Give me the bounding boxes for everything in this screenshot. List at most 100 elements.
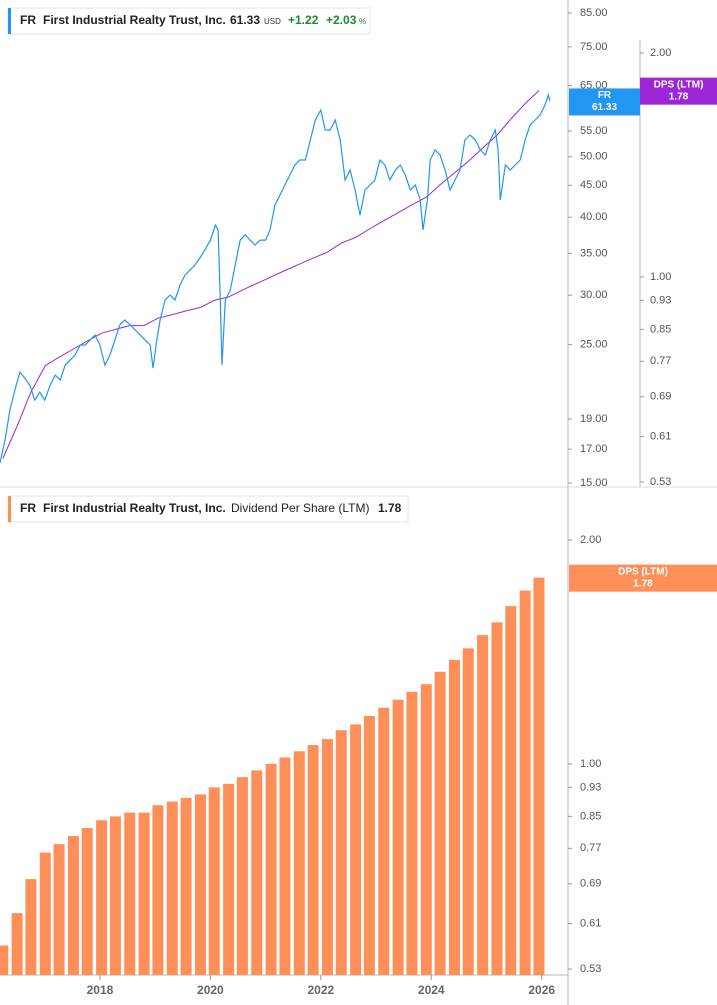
legend-value: 1.78 xyxy=(378,501,402,515)
y-tick-label: 15.00 xyxy=(580,477,608,489)
bar xyxy=(477,635,489,975)
y-tick-label: 19.00 xyxy=(580,413,608,425)
bar xyxy=(378,707,390,975)
y-tick-label: 0.77 xyxy=(650,355,671,367)
bar xyxy=(505,606,517,975)
bar xyxy=(533,577,545,975)
bar xyxy=(166,801,178,975)
legend-price: 61.33 xyxy=(230,13,260,27)
bar xyxy=(265,763,277,975)
bar xyxy=(491,622,503,975)
bar xyxy=(307,745,319,975)
y-tick-label: 0.69 xyxy=(650,391,671,403)
x-tick-label: 2018 xyxy=(87,983,114,997)
legend-box xyxy=(7,495,409,523)
legend-currency: USD xyxy=(264,17,281,26)
bar xyxy=(223,783,235,975)
legend-change: +1.22 xyxy=(288,13,319,27)
bar xyxy=(236,777,248,975)
bar xyxy=(321,739,333,975)
y-tick-label: 75.00 xyxy=(580,41,608,53)
y-tick-label: 1.00 xyxy=(580,758,601,770)
bar xyxy=(350,724,362,975)
bar xyxy=(363,715,375,975)
y-tick-label: 85.00 xyxy=(580,7,608,19)
x-tick-label: 2026 xyxy=(528,983,555,997)
y-tick-label: 0.93 xyxy=(650,294,671,306)
y-tick-label: 45.00 xyxy=(580,179,608,191)
bar xyxy=(293,751,305,975)
legend-box xyxy=(7,7,371,35)
legend-title: Dividend Per Share (LTM) xyxy=(231,501,370,515)
bar xyxy=(335,730,347,975)
y-tick-label: 55.00 xyxy=(580,125,608,137)
bar xyxy=(180,797,192,975)
y-tick-label: 17.00 xyxy=(580,443,608,455)
legend-symbol: FR xyxy=(20,13,36,27)
last-value-name: DPS (LTM) xyxy=(618,566,668,577)
legend-company: First Industrial Realty Trust, Inc. xyxy=(43,13,226,27)
bar xyxy=(448,659,460,975)
legend-company: First Industrial Realty Trust, Inc. xyxy=(43,501,226,515)
last-value-box xyxy=(569,564,717,592)
last-value-box xyxy=(569,88,640,116)
line-series xyxy=(2,90,540,459)
last-value-name: DPS (LTM) xyxy=(654,79,704,90)
bar xyxy=(124,812,136,975)
bar xyxy=(81,828,93,975)
bar xyxy=(251,770,263,975)
y-tick-label: 0.85 xyxy=(650,323,671,335)
bar xyxy=(434,671,446,975)
legend-swatch xyxy=(8,496,11,522)
x-tick-label: 2024 xyxy=(418,983,445,997)
bar xyxy=(194,794,206,975)
y-tick-label: 0.53 xyxy=(650,476,671,488)
legend-change-unit: % xyxy=(359,17,366,26)
x-tick-label: 2020 xyxy=(197,983,224,997)
y-tick-label: 40.00 xyxy=(580,211,608,223)
bar xyxy=(109,816,121,975)
bar xyxy=(25,879,37,975)
plot-area xyxy=(0,90,551,975)
y-tick-label: 50.00 xyxy=(580,151,608,163)
y-tick-label: 0.77 xyxy=(580,842,601,854)
dps-legend: FR First Industrial Realty Trust, Inc. D… xyxy=(7,495,409,523)
y-tick-label: 0.61 xyxy=(580,917,601,929)
bar xyxy=(53,844,65,975)
y-tick-label: 0.85 xyxy=(580,810,601,822)
last-value: 1.78 xyxy=(633,578,653,589)
bar xyxy=(67,835,79,975)
y-tick-label: 0.93 xyxy=(580,781,601,793)
y-tick-label: 2.00 xyxy=(650,47,671,59)
line-series xyxy=(0,92,551,464)
bar xyxy=(392,699,404,975)
last-value: 1.78 xyxy=(669,91,689,102)
bar xyxy=(39,852,51,975)
legend-symbol: FR xyxy=(20,501,36,515)
bar xyxy=(96,820,108,975)
last-value: 61.33 xyxy=(592,102,617,113)
y-tick-label: 25.00 xyxy=(580,338,608,350)
x-tick-label: 2022 xyxy=(307,983,334,997)
bar xyxy=(519,590,531,975)
price-legend: FR First Industrial Realty Trust, Inc. 6… xyxy=(7,7,371,35)
bar xyxy=(420,684,432,975)
last-value-name: FR xyxy=(598,90,612,101)
bar xyxy=(462,648,474,975)
bar xyxy=(279,757,291,975)
y-tick-label: 1.00 xyxy=(650,271,671,283)
bar xyxy=(0,945,9,975)
y-tick-label: 0.69 xyxy=(580,878,601,890)
legend-swatch xyxy=(8,8,11,34)
y-tick-label: 30.00 xyxy=(580,289,608,301)
last-value-box xyxy=(640,77,717,105)
y-tick-label: 0.61 xyxy=(650,430,671,442)
bar xyxy=(11,913,23,975)
legend-change-pct: +2.03 xyxy=(326,13,357,27)
bar xyxy=(208,787,220,975)
y-tick-label: 2.00 xyxy=(580,534,601,546)
y-tick-label: 0.53 xyxy=(580,963,601,975)
bar xyxy=(406,691,418,975)
